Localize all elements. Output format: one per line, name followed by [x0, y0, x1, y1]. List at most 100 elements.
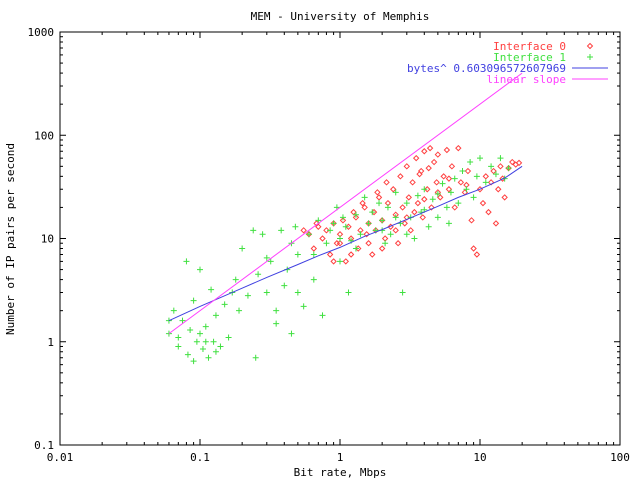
data-point [419, 214, 426, 221]
data-point [434, 190, 441, 197]
data-point [437, 194, 444, 201]
data-point [197, 330, 203, 337]
data-point [323, 240, 330, 247]
data-point [459, 168, 466, 175]
data-point [179, 317, 186, 324]
data-point [336, 240, 344, 247]
data-point [212, 348, 219, 355]
data-point [350, 208, 357, 216]
data-point [190, 358, 197, 365]
data-point [382, 240, 389, 247]
data-point [485, 208, 492, 216]
data-point [439, 180, 446, 187]
data-point [339, 217, 347, 224]
data-point [323, 227, 330, 234]
data-point [425, 223, 432, 230]
data-point [414, 199, 422, 207]
data-point [448, 163, 456, 170]
data-point [392, 189, 399, 196]
data-point [361, 204, 368, 211]
data-point [210, 338, 217, 345]
data-point [492, 220, 500, 227]
legend-entry-1: Interface 1 [493, 51, 593, 64]
data-point [352, 245, 359, 252]
data-point [394, 240, 402, 247]
data-point [212, 312, 219, 319]
data-point [397, 173, 404, 180]
data-point [464, 167, 472, 175]
legend-entry-0: Interface 0 [493, 40, 594, 53]
data-point [355, 245, 362, 252]
data-point [421, 196, 428, 203]
y-axis-label: Number of IP pairs per second [4, 143, 17, 335]
x-tick-label: 0.1 [190, 451, 210, 464]
data-point [369, 209, 376, 216]
data-point [457, 179, 465, 186]
data-point [443, 204, 450, 211]
data-point [263, 254, 270, 261]
data-point [495, 186, 502, 193]
data-point [434, 151, 442, 158]
data-point [273, 320, 280, 327]
data-point [374, 189, 381, 196]
data-point [310, 276, 317, 283]
data-point [401, 220, 408, 227]
data-point [244, 292, 251, 299]
data-point [190, 297, 197, 304]
data-point [497, 155, 504, 162]
data-point [208, 286, 215, 293]
data-point [392, 214, 399, 221]
data-point [487, 179, 495, 186]
data-point [451, 175, 458, 182]
data-point [342, 258, 350, 265]
data-point [365, 220, 372, 227]
data-point [330, 258, 337, 265]
data-point [232, 276, 239, 283]
data-point [379, 217, 386, 224]
data-point [403, 163, 411, 170]
data-point [357, 231, 364, 238]
data-point [488, 163, 495, 170]
data-point [197, 266, 203, 273]
data-point [477, 155, 483, 162]
data-point [412, 154, 420, 162]
data-point [305, 231, 312, 238]
data-point [468, 217, 475, 224]
y-tick-label: 10 [41, 233, 54, 246]
legend-label: Interface 1 [493, 51, 566, 64]
data-point [383, 179, 390, 186]
data-point [315, 217, 322, 224]
data-point [365, 240, 372, 247]
data-point [392, 227, 399, 234]
y-tick-label: 1 [47, 336, 54, 349]
data-point [421, 148, 428, 155]
data-point [403, 200, 410, 207]
data-point [294, 289, 301, 296]
data-point [236, 307, 243, 314]
data-point [430, 158, 438, 166]
data-point [202, 338, 209, 345]
y-tick-label: 1000 [28, 26, 55, 39]
data-point [384, 204, 391, 211]
data-point [175, 334, 182, 341]
data-point [445, 186, 453, 193]
data-point [470, 245, 477, 252]
data-point [451, 204, 458, 211]
legend-entry-2: bytes^ 0.603096572607969 [407, 62, 608, 75]
data-point [455, 144, 462, 152]
data-point [428, 204, 435, 211]
data-point [259, 231, 266, 238]
data-point [239, 245, 246, 252]
x-axis-label: Bit rate, Mbps [294, 466, 387, 479]
data-point [352, 211, 359, 218]
data-point [411, 208, 418, 216]
data-point [225, 334, 232, 341]
data-point [337, 235, 343, 242]
data-point [440, 173, 447, 180]
data-point [205, 354, 212, 361]
data-point [263, 289, 270, 296]
data-point [455, 200, 462, 207]
